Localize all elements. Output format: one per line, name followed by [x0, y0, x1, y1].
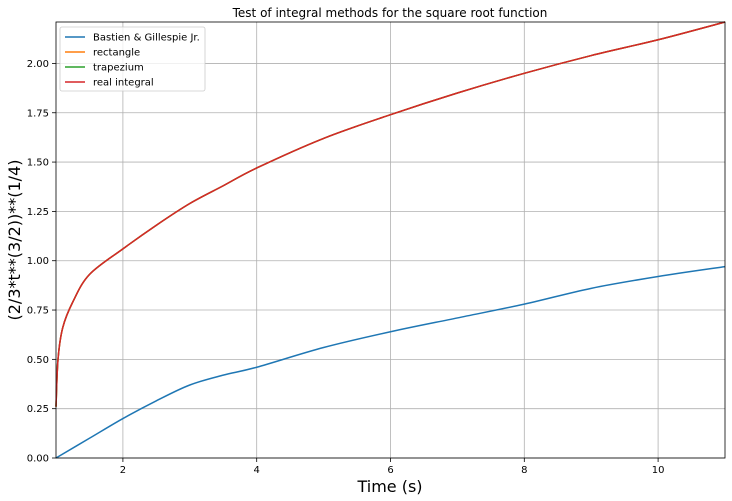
y-tick-label: 0.75 — [27, 306, 49, 317]
x-axis-ticks: 2 4 6 8 10 — [120, 458, 665, 476]
x-tick-label: 6 — [387, 465, 393, 476]
y-axis-label: (2/3*t**(3/2))**(1/4) — [5, 160, 24, 321]
chart-title: Test of integral methods for the square … — [232, 6, 548, 20]
x-tick-label: 10 — [652, 465, 665, 476]
data-series — [55, 21, 726, 459]
y-axis-ticks: 0.00 0.25 0.50 0.75 1.00 1.25 1.50 1.75 2.00 — [27, 59, 56, 465]
legend-label-rectangle: rectangle — [93, 48, 140, 59]
y-tick-label: 1.00 — [27, 256, 49, 267]
y-tick-label: 0.00 — [27, 454, 49, 465]
legend-box — [59, 26, 206, 92]
series-line-bastien-gillespie-jr — [55, 265, 726, 459]
y-tick-label: 1.50 — [27, 158, 49, 169]
y-tick-label: 1.75 — [27, 108, 49, 119]
legend-label-bastien-gillespie-jr: Bastien & Gillespie Jr. — [93, 33, 200, 44]
x-tick-label: 2 — [120, 465, 126, 476]
legend-label-trapezium: trapezium — [93, 63, 144, 74]
y-tick-label: 2.00 — [27, 59, 49, 70]
series-line-real-integral — [55, 21, 726, 407]
y-tick-label: 0.25 — [27, 404, 49, 415]
legend-label-real-integral: real integral — [93, 78, 154, 89]
x-tick-label: 4 — [254, 465, 260, 476]
y-tick-label: 0.50 — [27, 355, 49, 366]
x-tick-label: 8 — [521, 465, 527, 476]
y-tick-label: 1.25 — [27, 207, 49, 218]
x-axis-label: Time (s) — [356, 477, 422, 496]
legend: Bastien & Gillespie Jr. rectangle trapeziu… — [59, 26, 206, 92]
